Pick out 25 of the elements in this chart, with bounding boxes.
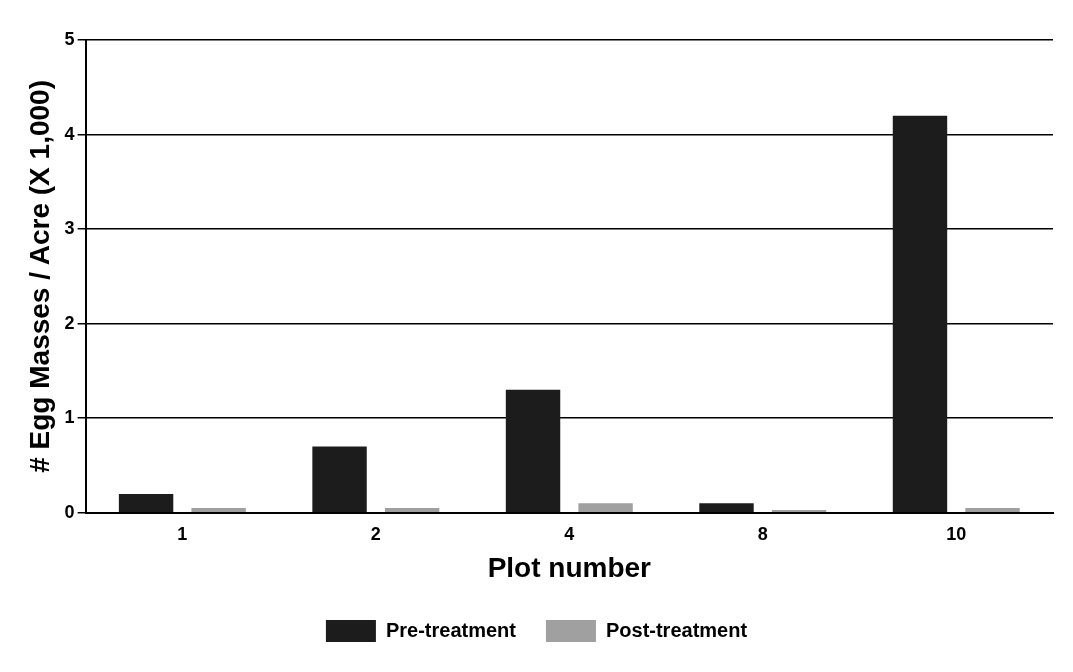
bar [965,508,1020,513]
x-tick-label: 4 [564,523,575,544]
bar [118,493,174,513]
bar [892,115,948,513]
y-tick-label: 3 [64,218,75,239]
bar [505,389,561,513]
bar [312,446,367,513]
bar [191,508,246,513]
y-tick-label: 1 [64,407,75,428]
y-axis-title: # Egg Masses / Acre (X 1,000) [23,80,55,473]
legend-label: Pre-treatment [385,618,517,641]
bar [578,503,633,513]
x-tick-label: 8 [757,523,768,544]
bar [771,509,827,513]
bar [384,508,440,513]
legend-label: Post-treatment [605,618,748,641]
x-tick-label: 10 [946,523,967,544]
y-tick-label: 4 [64,123,75,144]
x-tick-label: 2 [370,523,381,544]
y-tick-label: 5 [64,28,75,49]
x-tick-label: 1 [177,523,188,544]
y-tick-label: 0 [64,501,75,522]
y-tick-label: 2 [64,312,75,333]
bar [699,503,754,513]
x-axis-title: Plot number [487,551,652,583]
